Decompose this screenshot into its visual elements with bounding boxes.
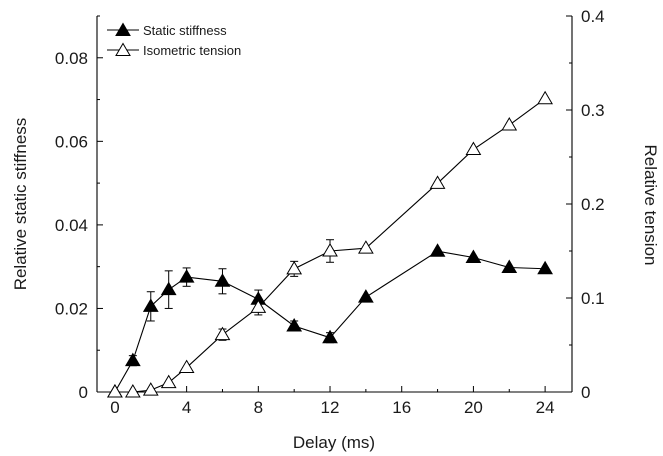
data-point-static-stiffness: [465, 249, 482, 263]
data-point-isometric-tension: [178, 359, 195, 374]
x-tick-label: 16: [392, 398, 411, 417]
x-tick-label: 8: [254, 398, 263, 417]
data-point-static-stiffness: [178, 269, 195, 283]
data-point-isometric-tension: [107, 384, 123, 398]
legend-label-static-stiffness: Static stiffness: [143, 23, 227, 38]
series-layer: [107, 90, 553, 398]
data-point-static-stiffness: [160, 281, 177, 296]
data-point-isometric-tension: [465, 141, 482, 155]
left-y-axis-title: Relative static stiffness: [11, 118, 30, 291]
series-static-stiffness: [107, 243, 553, 398]
data-point-isometric-tension: [250, 299, 267, 313]
x-tick-label: 12: [321, 398, 340, 417]
legend: Static stiffness Isometric tension: [107, 22, 241, 58]
y-left-tick-label: 0: [79, 383, 88, 402]
legend-marker-isometric-tension: [115, 42, 131, 56]
x-tick-label: 0: [110, 398, 119, 417]
y-left-tick-label: 0.08: [55, 49, 88, 68]
y-right-tick-label: 0.4: [581, 7, 605, 26]
y-right-tick-label: 0: [581, 383, 590, 402]
axes-frame: [96, 16, 573, 393]
y-left-tick-label: 0.06: [55, 132, 88, 151]
y-right-tick-label: 0.2: [581, 195, 605, 214]
right-y-axis-title: Relative tension: [641, 145, 660, 266]
y-left-tick-label: 0.04: [55, 216, 88, 235]
data-point-static-stiffness: [357, 289, 374, 303]
data-point-static-stiffness: [124, 352, 141, 367]
data-point-isometric-tension: [501, 117, 518, 131]
data-point-static-stiffness: [429, 243, 446, 257]
y-right-tick-label: 0.3: [581, 101, 605, 120]
data-point-isometric-tension: [357, 240, 374, 254]
data-point-isometric-tension: [537, 90, 553, 105]
data-point-static-stiffness: [286, 317, 303, 332]
data-point-isometric-tension: [286, 260, 303, 275]
data-point-static-stiffness: [142, 298, 159, 312]
x-tick-label: 24: [536, 398, 555, 417]
legend-label-isometric-tension: Isometric tension: [143, 43, 241, 58]
x-ticks: 0 4 8 12 16 20 24: [110, 386, 555, 417]
data-point-isometric-tension: [160, 374, 177, 389]
series-isometric-tension: [107, 90, 553, 398]
data-point-static-stiffness: [214, 273, 231, 287]
x-axis-title: Delay (ms): [293, 433, 375, 452]
data-point-isometric-tension: [214, 326, 231, 341]
y-left-ticks: 0 0.02 0.04 0.06 0.08: [55, 15, 103, 402]
data-point-isometric-tension: [124, 384, 141, 398]
y-left-tick-label: 0.02: [55, 299, 88, 318]
data-point-isometric-tension: [142, 382, 159, 396]
series-line-static-stiffness: [114, 250, 546, 393]
data-point-isometric-tension: [322, 243, 338, 257]
x-tick-label: 20: [464, 398, 483, 417]
data-point-static-stiffness: [501, 259, 518, 274]
y-right-tick-label: 0.1: [581, 289, 605, 308]
y-right-ticks: 0 0.1 0.2 0.3 0.4: [566, 7, 605, 402]
data-point-static-stiffness: [537, 260, 553, 275]
data-point-static-stiffness: [322, 329, 338, 344]
data-point-isometric-tension: [429, 175, 446, 189]
legend-marker-static-stiffness: [115, 22, 131, 36]
x-tick-label: 4: [182, 398, 191, 417]
